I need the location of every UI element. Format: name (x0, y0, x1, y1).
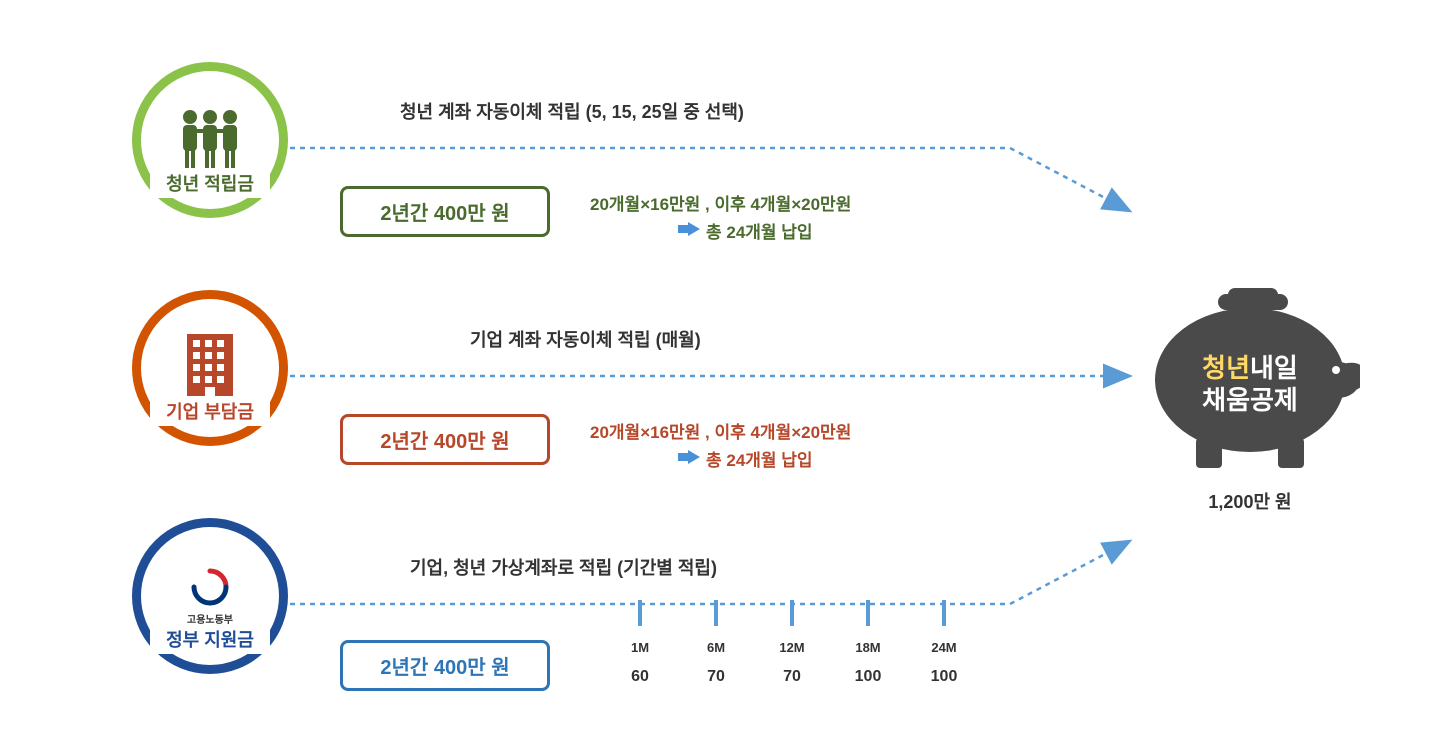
timeline-tick (714, 600, 718, 626)
timeline-label-top: 24M (920, 640, 968, 655)
company-amount-box: 2년간 400만 원 (340, 414, 550, 465)
piggy-line1-b: 내일 (1250, 353, 1298, 383)
building-icon (183, 334, 237, 402)
company-detail2-text: 총 24개월 납입 (706, 446, 813, 471)
timeline-label-bottom: 60 (616, 668, 664, 686)
timeline-label-top: 1M (616, 640, 664, 655)
youth-detail2-text: 총 24개월 납입 (706, 218, 813, 243)
piggy-line2: 채움공제 (1140, 380, 1360, 417)
youth-flow-title: 청년 계좌 자동이체 적립 (5, 15, 25일 중 선택) (400, 98, 744, 124)
company-detail2: 총 24개월 납입 (678, 446, 813, 471)
timeline-label-bottom: 70 (692, 668, 740, 686)
timeline-label-top: 18M (844, 640, 892, 655)
company-label: 기업 부담금 (150, 396, 270, 426)
arrow-small-icon (678, 449, 700, 469)
people-icon (170, 107, 250, 173)
piggy-bank: 청년내일 채움공제 (1140, 280, 1360, 500)
piggy-line1-a: 청년 (1202, 353, 1250, 383)
youth-detail1: 20개월×16만원 , 이후 4개월×20만원 (590, 190, 851, 215)
company-detail1: 20개월×16만원 , 이후 4개월×20만원 (590, 418, 851, 443)
company-flow-title: 기업 계좌 자동이체 적립 (매월) (470, 326, 701, 352)
gov-logo-icon (190, 567, 230, 607)
timeline-label-top: 6M (692, 640, 740, 655)
timeline-tick (638, 600, 642, 626)
youth-detail2: 총 24개월 납입 (678, 218, 813, 243)
timeline-tick (942, 600, 946, 626)
gov-label: 정부 지원금 (150, 624, 270, 654)
timeline-tick (790, 600, 794, 626)
piggy-amount: 1,200만 원 (1140, 488, 1360, 514)
gov-amount-box: 2년간 400만 원 (340, 640, 550, 691)
youth-amount-box: 2년간 400만 원 (340, 186, 550, 237)
timeline-label-top: 12M (768, 640, 816, 655)
arrow-small-icon (678, 221, 700, 241)
timeline-tick (866, 600, 870, 626)
gov-flow-title: 기업, 청년 가상계좌로 적립 (기간별 적립) (410, 554, 717, 580)
timeline-label-bottom: 70 (768, 668, 816, 686)
timeline-label-bottom: 100 (844, 668, 892, 686)
timeline-label-bottom: 100 (920, 668, 968, 686)
youth-label: 청년 적립금 (150, 168, 270, 198)
